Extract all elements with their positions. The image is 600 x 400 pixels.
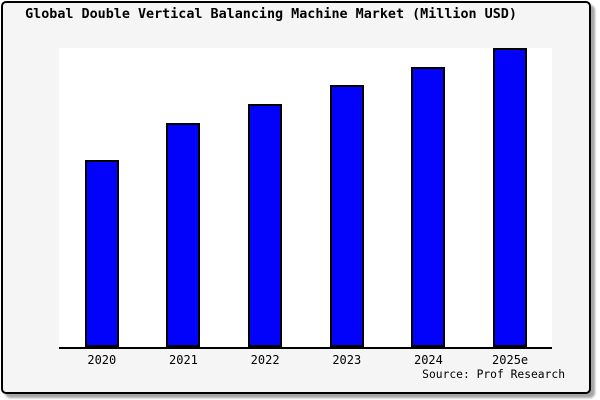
source-credit: Source: Prof Research [422,368,565,381]
chart-title: Global Double Vertical Balancing Machine… [25,7,517,22]
bar-2024 [411,67,446,347]
bar-2020 [84,160,119,347]
x-tick-2021: 2021 [169,353,198,367]
x-tick-2025e: 2025e [492,353,529,367]
chart-frame: Global Double Vertical Balancing Machine… [1,1,591,394]
x-tick-2020: 2020 [87,353,117,367]
bar-2025e [493,48,528,347]
x-tick-2022: 2022 [250,353,280,367]
plot-area [59,48,552,349]
bar-2021 [166,123,201,347]
bar-2023 [329,85,364,347]
bar-2022 [248,104,283,347]
x-tick-2023: 2023 [332,353,362,367]
x-tick-2024: 2024 [413,353,443,367]
